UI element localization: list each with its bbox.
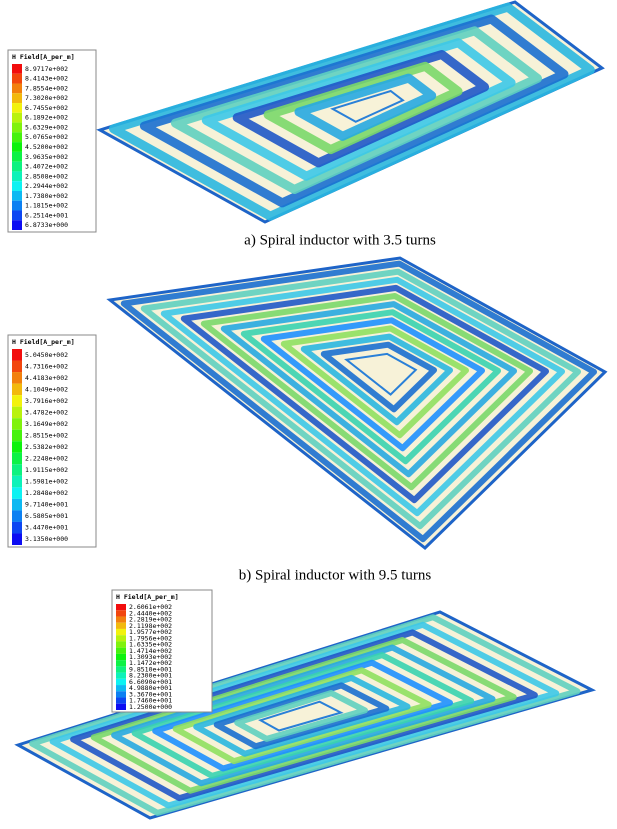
legend-label: 8.9717e+002: [25, 65, 68, 73]
legend-swatch: [12, 220, 22, 230]
legend-swatch: [12, 476, 22, 488]
legend-swatch: [12, 453, 22, 465]
legend-swatch: [116, 704, 126, 710]
legend-title: H Field[A_per_m]: [12, 53, 75, 61]
legend-label: 6.2514e+001: [25, 211, 68, 219]
legend-label: 4.5200e+002: [25, 143, 68, 151]
legend-swatch: [116, 698, 126, 704]
figure: a) Spiral inductor with 3.5 turns b) Spi…: [0, 0, 617, 829]
legend-swatch: [12, 499, 22, 511]
legend-label: 1.2848e+002: [25, 489, 68, 497]
legend-swatch: [12, 113, 22, 123]
legend-swatch: [12, 395, 22, 407]
legend-swatch: [12, 84, 22, 94]
legend-swatch: [116, 641, 126, 647]
legend-label: 8.4143e+002: [25, 75, 68, 83]
legend-swatch: [12, 181, 22, 191]
caption: a) Spiral inductor with 3.5 turns: [244, 232, 436, 248]
legend-label: 3.9635e+002: [25, 153, 68, 161]
legend-swatch: [116, 648, 126, 654]
legend-swatch: [12, 74, 22, 84]
legend-label: 3.7916e+002: [25, 397, 68, 405]
legend-label: 3.1649e+002: [25, 420, 68, 428]
legend-label: 1.2500e+000: [129, 703, 172, 711]
legend-swatch: [116, 604, 126, 610]
legend-swatch: [12, 201, 22, 211]
legend-swatch: [116, 635, 126, 641]
legend-label: 9.7140e+001: [25, 501, 68, 509]
page: a) Spiral inductor with 3.5 turns b) Spi…: [0, 0, 617, 829]
legend-label: 4.4183e+002: [25, 374, 68, 382]
legend-swatch: [12, 372, 22, 384]
legend-swatch: [12, 464, 22, 476]
legend-swatch: [116, 660, 126, 666]
legend-label: 4.7316e+002: [25, 362, 68, 370]
legend-swatch: [12, 349, 22, 361]
legend-label: 6.8733e+000: [25, 221, 68, 229]
legend-title: H Field[A_per_m]: [116, 593, 179, 601]
legend-label: 1.9115e+002: [25, 466, 68, 474]
legend-swatch: [12, 407, 22, 419]
legend-swatch: [12, 210, 22, 220]
legend-label: 2.8508e+002: [25, 172, 68, 180]
legend-label: 5.0450e+002: [25, 351, 68, 359]
legend-label: 2.5382e+002: [25, 443, 68, 451]
legend-swatch: [12, 441, 22, 453]
legend-swatch: [12, 123, 22, 133]
legend-label: 2.2944e+002: [25, 182, 68, 190]
legend-swatch: [12, 384, 22, 396]
legend-swatch: [12, 418, 22, 430]
legend-label: 5.0765e+002: [25, 133, 68, 141]
legend-label: 4.1049e+002: [25, 385, 68, 393]
legend-swatch: [12, 152, 22, 162]
legend-swatch: [12, 510, 22, 522]
legend-swatch: [116, 623, 126, 629]
legend-swatch: [12, 522, 22, 534]
legend-swatch: [116, 654, 126, 660]
legend-swatch: [12, 103, 22, 113]
legend-swatch: [12, 142, 22, 152]
legend-swatch: [116, 691, 126, 697]
legend-label: 7.3020e+002: [25, 94, 68, 102]
legend-label: 2.2248e+002: [25, 455, 68, 463]
legend-label: 3.4072e+002: [25, 163, 68, 171]
legend-swatch: [116, 685, 126, 691]
legend-swatch: [116, 629, 126, 635]
legend-label: 3.4470e+001: [25, 524, 68, 532]
legend-label: 6.1892e+002: [25, 114, 68, 122]
legend-swatch: [116, 610, 126, 616]
legend-swatch: [12, 361, 22, 373]
legend-swatch: [116, 673, 126, 679]
legend-swatch: [116, 679, 126, 685]
legend-swatch: [12, 93, 22, 103]
legend-label: 1.1815e+002: [25, 202, 68, 210]
legend-label: 7.8554e+002: [25, 84, 68, 92]
legend-label: 1.7380e+002: [25, 192, 68, 200]
legend-label: 5.6329e+002: [25, 123, 68, 131]
legend-swatch: [12, 533, 22, 545]
legend-swatch: [12, 487, 22, 499]
legend-swatch: [12, 64, 22, 74]
legend-label: 3.1350e+000: [25, 535, 68, 543]
legend-swatch: [12, 171, 22, 181]
legend-swatch: [12, 430, 22, 442]
legend-swatch: [12, 162, 22, 172]
legend-swatch: [116, 666, 126, 672]
legend-label: 1.5981e+002: [25, 478, 68, 486]
legend-title: H Field[A_per_m]: [12, 338, 75, 346]
legend-label: 6.7455e+002: [25, 104, 68, 112]
legend-label: 2.8515e+002: [25, 431, 68, 439]
legend-swatch: [12, 132, 22, 142]
caption: b) Spiral inductor with 9.5 turns: [239, 567, 432, 583]
legend-swatch: [116, 616, 126, 622]
legend-swatch: [12, 191, 22, 201]
legend-label: 3.4782e+002: [25, 408, 68, 416]
legend-label: 6.5805e+001: [25, 512, 68, 520]
